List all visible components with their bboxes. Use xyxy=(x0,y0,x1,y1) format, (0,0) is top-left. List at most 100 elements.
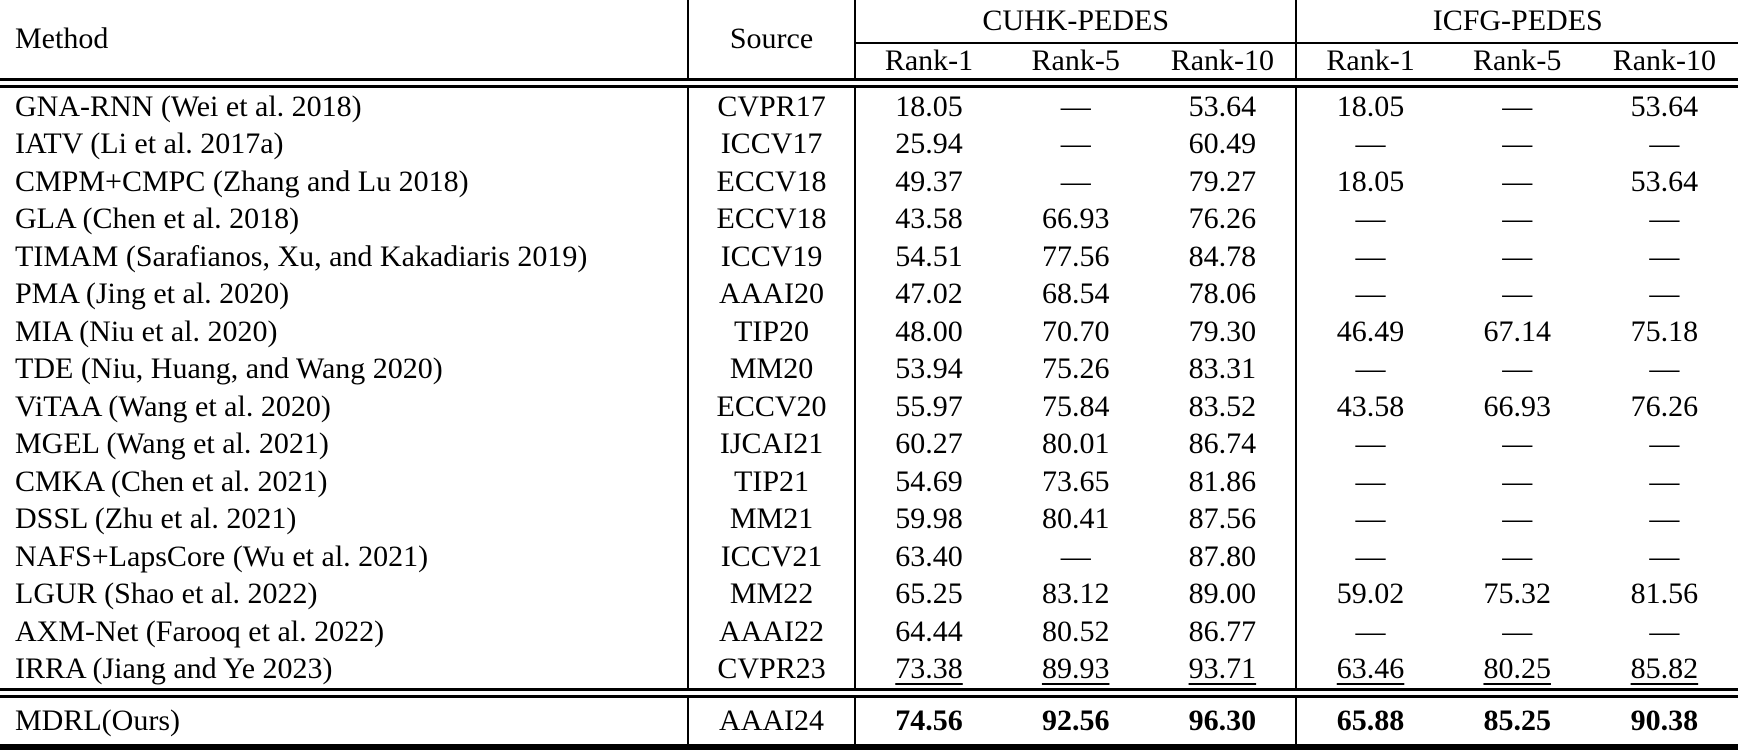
value-cell: 60.49 xyxy=(1188,127,1257,161)
value-cell: — xyxy=(1502,89,1533,123)
method-cell: NAFS+LapsCore (Wu et al. 2021) xyxy=(15,539,429,573)
value-cell: — xyxy=(1295,425,1444,463)
value-cell: 60.27 xyxy=(895,427,963,461)
value-cell: 85.82 xyxy=(1630,652,1699,686)
group-header-row: Method Source CUHK-PEDES ICFG-PEDES xyxy=(0,0,1738,88)
table-row: CMKA (Chen et al. 2021) TIP21 54.69 73.65 81… xyxy=(0,463,1738,501)
value-cell: 54.51 xyxy=(895,239,963,273)
column-header-method: Method xyxy=(0,0,689,88)
value-cell: — xyxy=(1502,464,1533,498)
source-cell: IJCAI21 xyxy=(687,425,856,463)
value-cell: 68.54 xyxy=(1041,277,1110,311)
value-cell: — xyxy=(1060,164,1091,198)
method-cell: TIMAM (Sarafianos, Xu, and Kakadiaris 20… xyxy=(15,239,588,273)
value-cell: 89.00 xyxy=(1188,577,1257,611)
method-cell: CMPM+CMPC (Zhang and Lu 2018) xyxy=(15,164,469,198)
value-cell: 96.30 xyxy=(1149,688,1297,750)
table-row: NAFS+LapsCore (Wu et al. 2021) ICCV21 63.4… xyxy=(0,538,1738,576)
value-cell: — xyxy=(1502,127,1533,161)
value-cell: 85.25 xyxy=(1443,688,1591,750)
source-cell: AAAI22 xyxy=(687,613,856,651)
value-cell: — xyxy=(1502,202,1533,236)
value-cell: 76.26 xyxy=(1188,202,1257,236)
table-row: IRRA (Jiang and Ye 2023) CVPR23 73.38 89.93… xyxy=(0,650,1738,693)
table-row: MIA (Niu et al. 2020) TIP20 48.00 70.70 79.3… xyxy=(0,313,1738,351)
value-cell: 66.93 xyxy=(1483,389,1551,423)
value-cell: 93.71 xyxy=(1188,652,1257,686)
value-cell: — xyxy=(1295,463,1444,501)
value-cell: 83.52 xyxy=(1188,389,1257,423)
value-cell: — xyxy=(1502,164,1533,198)
value-cell: 49.37 xyxy=(895,164,963,198)
column-header-source: Source xyxy=(687,0,856,88)
value-cell: 65.25 xyxy=(895,577,963,611)
value-cell: 86.74 xyxy=(1188,427,1257,461)
column-header-cuhk-rank5: Rank-5 xyxy=(1002,43,1150,88)
value-cell: 63.40 xyxy=(895,539,963,573)
value-cell: — xyxy=(1295,350,1444,388)
value-cell: 75.18 xyxy=(1630,314,1699,348)
value-cell: 83.31 xyxy=(1188,352,1257,386)
rank-header-row: Rank-1 Rank-5 Rank-10 Rank-1 Rank-5 Rank… xyxy=(0,43,1738,88)
value-cell: — xyxy=(1502,502,1533,536)
source-cell: CVPR23 xyxy=(687,650,856,693)
method-cell: MDRL(Ours) xyxy=(0,688,689,750)
method-cell: GNA-RNN (Wei et al. 2018) xyxy=(15,89,362,123)
method-cell: MIA (Niu et al. 2020) xyxy=(15,314,278,348)
value-cell: 81.86 xyxy=(1188,464,1257,498)
method-cell: IATV (Li et al. 2017a) xyxy=(15,127,284,161)
value-cell: 18.05 xyxy=(1295,83,1444,126)
value-cell: 92.56 xyxy=(1002,688,1150,750)
value-cell: 81.56 xyxy=(1630,577,1699,611)
value-cell: — xyxy=(1502,427,1533,461)
value-cell: — xyxy=(1649,427,1680,461)
method-cell: LGUR (Shao et al. 2022) xyxy=(15,577,318,611)
source-cell: AAAI24 xyxy=(687,688,856,750)
method-cell: AXM-Net (Farooq et al. 2022) xyxy=(15,614,385,648)
method-cell: GLA (Chen et al. 2018) xyxy=(15,202,300,236)
value-cell: — xyxy=(1649,277,1680,311)
method-cell: TDE (Niu, Huang, and Wang 2020) xyxy=(15,352,443,386)
source-cell: MM21 xyxy=(687,500,856,538)
value-cell: 87.56 xyxy=(1188,502,1257,536)
value-cell: — xyxy=(1295,613,1444,651)
table-row: GLA (Chen et al. 2018) ECCV18 43.58 66.93 76… xyxy=(0,200,1738,238)
table-row: TIMAM (Sarafianos, Xu, and Kakadiaris 20… xyxy=(0,238,1738,276)
method-cell: IRRA (Jiang and Ye 2023) xyxy=(15,652,333,686)
source-cell: ICCV17 xyxy=(687,125,856,163)
column-header-cuhk-rank1: Rank-1 xyxy=(854,43,1003,88)
value-cell: 18.05 xyxy=(895,89,963,123)
value-cell: 76.26 xyxy=(1630,389,1699,423)
value-cell: 66.93 xyxy=(1041,202,1110,236)
group-header-icfg-pedes: ICFG-PEDES xyxy=(1296,0,1738,44)
column-header-icfg-rank5: Rank-5 xyxy=(1443,43,1591,88)
value-cell: — xyxy=(1649,202,1680,236)
value-cell: — xyxy=(1502,539,1533,573)
source-cell: ECCV18 xyxy=(687,163,856,201)
value-cell: 80.25 xyxy=(1483,652,1551,686)
value-cell: 63.46 xyxy=(1295,650,1444,693)
table-row: GNA-RNN (Wei et al. 2018) CVPR17 18.05 — 53.… xyxy=(0,83,1738,126)
value-cell: 53.64 xyxy=(1630,164,1699,198)
group-header-cuhk-pedes: CUHK-PEDES xyxy=(854,0,1298,44)
method-cell: DSSL (Zhu et al. 2021) xyxy=(15,502,297,536)
table-row: CMPM+CMPC (Zhang and Lu 2018) ECCV18 49.37… xyxy=(0,163,1738,201)
column-header-icfg-rank1: Rank-1 xyxy=(1295,43,1444,88)
value-cell: — xyxy=(1649,464,1680,498)
source-cell: TIP21 xyxy=(687,463,856,501)
table-row: ViTAA (Wang et al. 2020) ECCV20 55.97 75.84… xyxy=(0,388,1738,426)
source-cell: AAAI20 xyxy=(687,275,856,313)
value-cell: — xyxy=(1295,538,1444,576)
source-cell: ECCV20 xyxy=(687,388,856,426)
source-cell: MM20 xyxy=(687,350,856,388)
table-row: IATV (Li et al. 2017a) ICCV17 25.94 — 60.49 —… xyxy=(0,125,1738,163)
value-cell: 43.58 xyxy=(895,202,963,236)
table-row: LGUR (Shao et al. 2022) MM22 65.25 83.12 89.… xyxy=(0,575,1738,613)
value-cell: — xyxy=(1295,125,1444,163)
value-cell: 65.88 xyxy=(1295,688,1444,750)
value-cell: 43.58 xyxy=(1295,388,1444,426)
value-cell: — xyxy=(1502,352,1533,386)
column-header-cuhk-rank10: Rank-10 xyxy=(1149,43,1297,88)
value-cell: 67.14 xyxy=(1483,314,1551,348)
